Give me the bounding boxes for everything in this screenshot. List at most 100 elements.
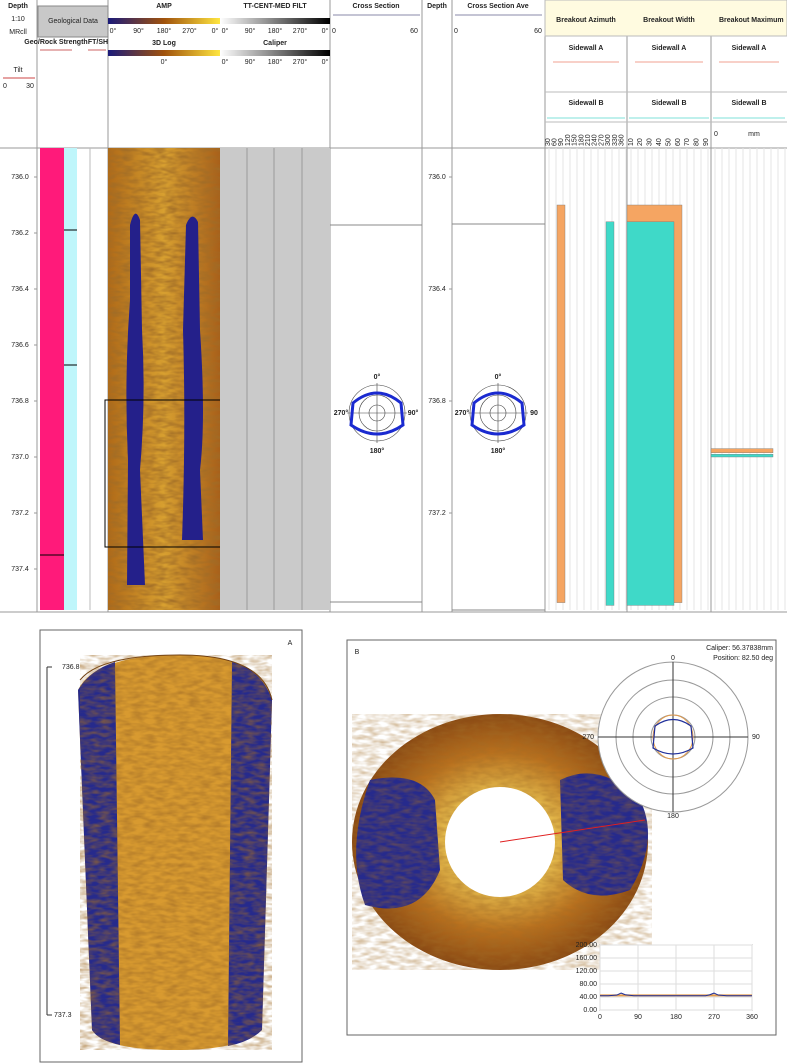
log-tracks: [40, 148, 545, 610]
tt-colorbar: [220, 18, 330, 24]
scale-label: 270°: [293, 58, 308, 66]
geo-title: Geological Data: [48, 18, 98, 25]
scale-label: 180°: [268, 58, 283, 66]
row-label: Sidewall A: [652, 45, 687, 52]
polar-label: 0: [671, 655, 675, 662]
geo-column: Geo/Rock Strength: [24, 39, 87, 46]
rotated-tick-label: 70: [684, 138, 691, 146]
polar-label: 270: [582, 734, 594, 741]
caliper-readout: Caliper: 56.37838mm: [706, 645, 773, 652]
y-tick-label: 0.00: [583, 1007, 597, 1014]
scale-label: 270°: [293, 27, 308, 35]
polar-label: 180°: [491, 447, 506, 455]
depth-label: 736.6: [11, 342, 29, 349]
track-title: Caliper: [263, 40, 287, 47]
breakout-bar: [711, 454, 773, 457]
x-tick-label: 0: [598, 1014, 602, 1021]
depth-reference: MRcll: [9, 29, 27, 36]
rotated-tick-label: 90: [703, 138, 710, 146]
track-title: 3D Log: [152, 40, 176, 47]
scale-label: 0°: [222, 27, 229, 35]
scale-label: 90°: [133, 27, 144, 35]
panel-label: B: [355, 649, 360, 656]
depth-label: 736.4: [428, 286, 446, 293]
row-label: Sidewall B: [731, 100, 766, 107]
x-tick-label: 90: [634, 1014, 642, 1021]
track-title: Breakout Width: [643, 17, 695, 24]
clip-group: Breakout Maximum: [719, 17, 784, 24]
tilt-max: 30: [26, 83, 34, 90]
tilt-title: Tilt: [13, 67, 22, 74]
rotated-tick-label: 40: [656, 138, 663, 146]
rotated-tick-label: 50: [665, 138, 672, 146]
tilt-min: 0: [3, 83, 7, 90]
scale-label: 90°: [245, 27, 256, 35]
scale-label: 60: [410, 28, 418, 35]
depth-label: 737.4: [11, 566, 29, 573]
breakout-bar: [711, 449, 773, 453]
track-title: Depth: [427, 3, 447, 10]
depth-label: 736.2: [11, 230, 29, 237]
rotated-tick-label: 10: [628, 138, 635, 146]
y-tick-label: 40.00: [579, 994, 597, 1001]
depth-label: 737.2: [428, 510, 446, 517]
panel-label: A: [288, 640, 293, 647]
y-tick-label: 200.00: [576, 942, 598, 949]
scale-label: 270°: [182, 27, 197, 35]
track-title: Cross Section Ave: [467, 3, 528, 10]
depth-scale: 1:10: [11, 16, 25, 23]
breakout-bar: [627, 222, 674, 606]
polar-label: 180°: [370, 447, 385, 455]
rotated-tick-label: 80: [694, 138, 701, 146]
geo-column: FT/SH: [88, 39, 108, 46]
scale-label: 0°: [110, 27, 117, 35]
position-readout: Position: 82.50 deg: [713, 655, 773, 662]
panel-a: [40, 630, 302, 1062]
polar-label: 0°: [495, 373, 502, 381]
y-tick-label: 80.00: [579, 981, 597, 988]
rotated-tick-label: 30: [647, 138, 654, 146]
depth-label: 736.0: [428, 174, 446, 181]
depth-label: 736.8: [62, 664, 80, 671]
depth-label: 736.8: [428, 398, 446, 405]
polar-label: 270°: [455, 409, 470, 417]
caliper-colorbar: [220, 50, 330, 56]
row-label: Sidewall A: [732, 45, 767, 52]
scale-label: 180°: [157, 27, 172, 35]
rotated-tick-label: 60: [675, 138, 682, 146]
scale-label: 0°: [212, 27, 219, 35]
track-title: TT-CENT-MED FILT: [243, 3, 307, 10]
scale-label: 60: [534, 28, 542, 35]
row-label: Sidewall B: [568, 100, 603, 107]
scale-label: 0°: [322, 27, 329, 35]
scale-label: 0: [332, 28, 336, 35]
polar-label: 270°: [334, 409, 349, 417]
track-title: Breakout Azimuth: [556, 17, 616, 24]
scale-label: 180°: [268, 27, 283, 35]
polar-label: 90°: [408, 409, 419, 417]
depth-label: 737.2: [11, 510, 29, 517]
depth-label: 737.0: [11, 454, 29, 461]
polar-label: 90: [530, 410, 538, 417]
x-tick-label: 360: [746, 1014, 758, 1021]
scale-label: 0°: [322, 58, 329, 66]
scale-label: 0: [714, 131, 718, 138]
depth-title: Depth: [8, 3, 28, 10]
log3d-colorbar: [108, 50, 220, 56]
rotated-tick-label: 20: [637, 138, 644, 146]
panel-b: [347, 640, 776, 1035]
screenshot: Depth 1:10 MRcll Tilt 0 30 Geological Data Geo/…: [0, 0, 787, 1063]
depth-label: 736.0: [11, 174, 29, 181]
rotated-tick-label: 360: [619, 134, 626, 146]
amp-colorbar: [108, 18, 220, 24]
scale-label: 0°: [222, 58, 229, 66]
polar-label: 90: [752, 734, 760, 741]
breakout-bar: [606, 222, 614, 606]
scale-label: 90°: [245, 58, 256, 66]
scale-label: 0: [454, 28, 458, 35]
breakout-bar: [557, 205, 565, 603]
track-title: AMP: [156, 3, 172, 10]
y-tick-label: 160.00: [576, 955, 598, 962]
depth-label: 736.8: [11, 398, 29, 405]
x-tick-label: 180: [670, 1014, 682, 1021]
